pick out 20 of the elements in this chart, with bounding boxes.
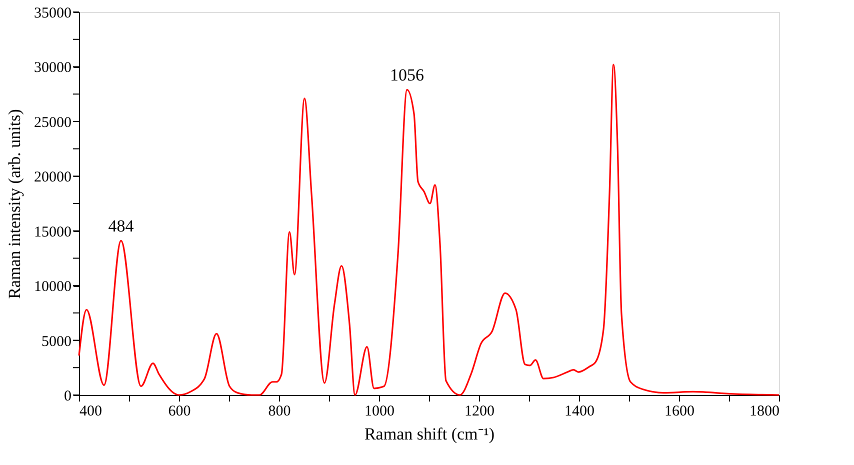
y-axis-title: Raman intensity (arb. units)	[5, 109, 24, 299]
y-tick-label: 0	[64, 388, 72, 404]
x-tick-label: 800	[268, 404, 291, 420]
y-tick-label: 10000	[34, 279, 72, 296]
y-tick-label: 5000	[42, 334, 72, 350]
x-tick-label: 1600	[664, 404, 694, 420]
x-tick-label: 1800	[750, 404, 780, 420]
y-tick-label: 35000	[34, 6, 72, 22]
x-tick-label: 1400	[564, 404, 594, 420]
y-tick-label: 15000	[34, 224, 72, 240]
x-tick-label: 1200	[464, 404, 494, 420]
y-tick-label: 25000	[34, 114, 72, 131]
x-tick-label: 400	[80, 404, 102, 420]
x-tick-label: 600	[168, 404, 191, 420]
annotation: 484	[108, 216, 134, 236]
y-tick-label: 30000	[34, 60, 72, 76]
x-axis-title: Raman shift (cm⁻¹)	[364, 424, 495, 444]
annotation: 1056	[390, 66, 424, 85]
y-tick-label: 20000	[34, 170, 72, 186]
x-tick-label: 1000	[364, 404, 394, 420]
